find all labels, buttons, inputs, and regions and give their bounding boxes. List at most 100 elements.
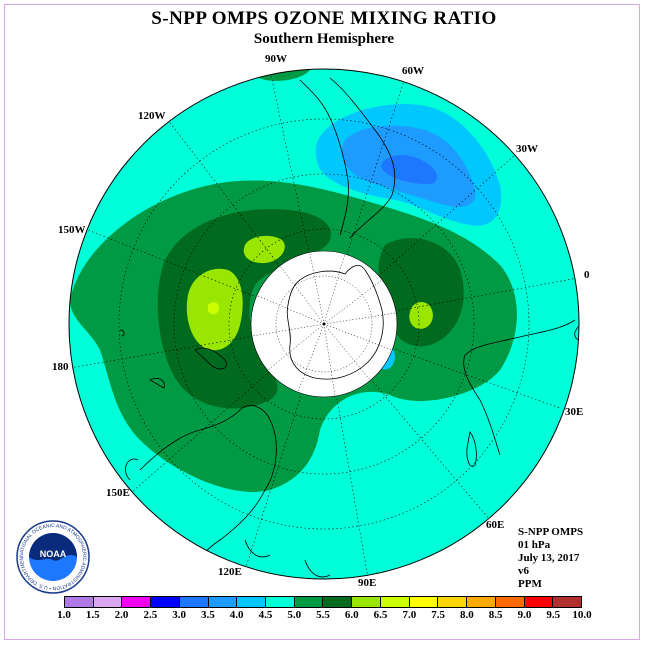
lon-label-150e: 150E bbox=[106, 487, 130, 499]
colorbar-swatch bbox=[294, 597, 324, 607]
colorbar-swatch bbox=[438, 597, 468, 607]
lon-label-120w: 120W bbox=[138, 110, 166, 122]
graticule bbox=[69, 69, 579, 579]
colorbar-swatch bbox=[495, 597, 525, 607]
figure-frame bbox=[4, 4, 640, 640]
latitude-circle-inner bbox=[228, 228, 420, 420]
ozone-band-5.5-6.0-east bbox=[378, 238, 464, 347]
logo-wordmark: NOAA bbox=[40, 549, 67, 559]
info-instrument: S-NPP OMPS bbox=[518, 526, 584, 538]
polar-meridian bbox=[257, 295, 325, 325]
product-info: S-NPP OMPS 01 hPa July 13, 2017 v6 PPM bbox=[518, 526, 583, 591]
meridian-30e bbox=[323, 323, 561, 409]
south-pole-marker bbox=[322, 322, 326, 326]
ozone-band-6.0-6.5-east bbox=[409, 301, 433, 329]
meridian-180 bbox=[69, 323, 325, 369]
latitude-circle-outer bbox=[118, 118, 530, 530]
info-date: July 13, 2017 bbox=[518, 552, 580, 564]
meridian-90w bbox=[269, 69, 325, 325]
polar-meridian bbox=[323, 323, 371, 381]
polar-meridian bbox=[251, 323, 325, 337]
colorbar-tick-label: 8.0 bbox=[460, 609, 474, 621]
colorbar-swatch bbox=[323, 597, 353, 607]
ozone-band-3.0-3.5 bbox=[381, 155, 437, 184]
meridian-60e bbox=[323, 323, 491, 521]
colorbar-swatch bbox=[380, 597, 410, 607]
colorbar-swatch bbox=[553, 597, 581, 607]
noaa-logo: NATIONAL OCEANIC AND ATMOSPHERIC ADMINIS… bbox=[16, 520, 90, 594]
new-zealand-coast bbox=[149, 347, 227, 389]
islands bbox=[119, 329, 331, 578]
colorbar-swatch bbox=[65, 597, 94, 607]
lon-label-90w: 90W bbox=[265, 53, 287, 65]
colorbar-tick-label: 3.5 bbox=[201, 609, 215, 621]
info-units: PPM bbox=[518, 578, 542, 590]
logo-bird-shape bbox=[29, 533, 77, 561]
colorbar-tick-label: 8.5 bbox=[488, 609, 503, 621]
lon-label-150w: 150W bbox=[58, 224, 86, 236]
colorbar-swatch bbox=[352, 597, 381, 607]
meridian-120e bbox=[244, 323, 325, 571]
polar-meridian bbox=[309, 253, 325, 325]
lon-label-180: 180 bbox=[52, 361, 69, 373]
madagascar-coast bbox=[466, 431, 477, 467]
meridian-90e bbox=[323, 323, 369, 579]
south-america-coast bbox=[299, 77, 396, 239]
colorbar-swatch bbox=[122, 597, 152, 607]
antarctica-coast bbox=[286, 264, 384, 380]
polar-graticule bbox=[251, 253, 397, 397]
australia-coast bbox=[125, 405, 277, 576]
meridian-120w bbox=[167, 119, 325, 325]
lon-label-0: 0 bbox=[584, 269, 590, 281]
colorbar-tick-label: 7.5 bbox=[431, 609, 445, 621]
colorbar-tick-label: 5.5 bbox=[316, 609, 330, 621]
colorbar-swatch bbox=[524, 597, 554, 607]
info-version: v6 bbox=[518, 565, 529, 577]
colorbar-swatch bbox=[151, 597, 180, 607]
map-boundary bbox=[68, 68, 580, 580]
colorbar-swatch bbox=[266, 597, 295, 607]
ozone-band-5.5-6.0-west bbox=[157, 209, 331, 409]
colorbar-tick-label: 6.5 bbox=[373, 609, 388, 621]
colorbar-tick-label: 2.0 bbox=[114, 609, 129, 621]
colorbar-tick-label: 9.0 bbox=[517, 609, 532, 621]
meridian-60w bbox=[323, 77, 406, 325]
colorbar-tick-label: 10.0 bbox=[572, 609, 592, 621]
colorbar-ticks: 1.0 1.5 2.0 2.5 3.0 3.5 4.0 4.5 5.0 5.5 6.0 6.5 7.0 7… bbox=[57, 609, 592, 623]
polar-latitude-circle bbox=[275, 275, 373, 373]
colorbar-swatch bbox=[208, 597, 238, 607]
lon-label-60e: 60E bbox=[486, 519, 504, 531]
lon-label-30w: 30W bbox=[516, 143, 538, 155]
polar-meridian bbox=[323, 253, 346, 325]
ozone-band-6.5-7.0-core bbox=[208, 302, 220, 315]
longitude-labels: 90W 60W 30W 0 30E 60E 90E 120E 150E 180 … bbox=[52, 53, 590, 589]
meridian-30w bbox=[323, 154, 516, 325]
colorbar-tick-label: 4.0 bbox=[229, 609, 244, 621]
colorbar-tick-label: 1.0 bbox=[57, 609, 71, 621]
colorbar-tick-label: 2.5 bbox=[143, 609, 158, 621]
lon-label-60w: 60W bbox=[402, 65, 424, 77]
lon-label-90e: 90E bbox=[358, 577, 376, 589]
colorbar-swatch bbox=[93, 597, 123, 607]
colorbar-tick-label: 3.0 bbox=[172, 609, 186, 621]
colorbar-swatch bbox=[237, 597, 267, 607]
latitude-circle-mid bbox=[173, 173, 475, 475]
map-subtitle: Southern Hemisphere bbox=[253, 31, 395, 47]
lon-label-30e: 30E bbox=[565, 406, 583, 418]
colorbar-swatch bbox=[409, 597, 439, 607]
colorbar-tick-label: 7.0 bbox=[402, 609, 417, 621]
colorbar-swatch bbox=[179, 597, 209, 607]
colorbar-tick-label: 1.5 bbox=[85, 609, 100, 621]
colorbar-tick-label: 4.5 bbox=[258, 609, 273, 621]
lon-label-120e: 120E bbox=[218, 566, 242, 578]
colorbar-tick-label: 9.5 bbox=[546, 609, 561, 621]
colorbar bbox=[64, 596, 582, 608]
ozone-band-6.0-6.5-north bbox=[243, 235, 285, 264]
meridian-0 bbox=[323, 277, 579, 325]
colorbar-swatch bbox=[467, 597, 496, 607]
map-title: S-NPP OMPS OZONE MIXING RATIO bbox=[151, 8, 497, 29]
colorbar-tick-label: 6.0 bbox=[344, 609, 359, 621]
colorbar-tick-label: 5.0 bbox=[287, 609, 302, 621]
meridian-150e bbox=[131, 323, 325, 493]
